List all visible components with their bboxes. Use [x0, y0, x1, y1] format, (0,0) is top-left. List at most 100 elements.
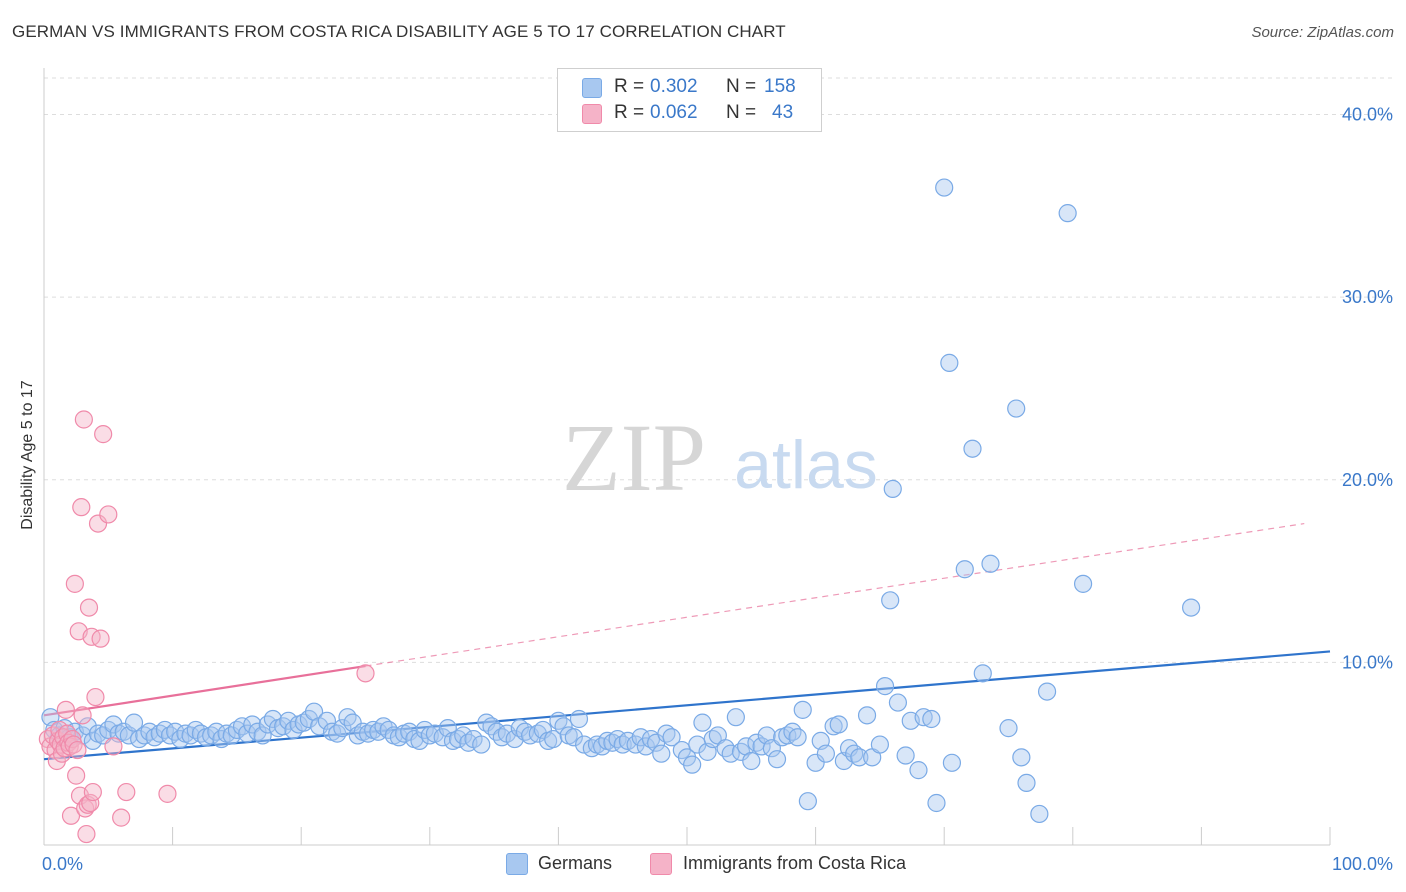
- point-germans: [505, 729, 524, 749]
- point-germans: [410, 731, 429, 751]
- point-germans: [857, 706, 877, 725]
- point-costa-rica: [91, 629, 110, 648]
- point-germans: [379, 720, 398, 740]
- point-germans: [333, 719, 352, 738]
- point-germans: [888, 693, 908, 712]
- point-germans: [981, 554, 1000, 573]
- point-costa-rica: [74, 410, 93, 429]
- legend-n-value: 158: [764, 76, 796, 97]
- point-germans: [909, 761, 928, 780]
- legend-swatch-germans: [582, 78, 602, 98]
- watermark: ZIP atlas: [562, 404, 878, 511]
- point-germans: [716, 739, 735, 758]
- point-germans: [927, 793, 946, 813]
- point-germans: [963, 439, 982, 458]
- point-germans: [124, 713, 144, 732]
- point-germans: [533, 720, 553, 740]
- point-germans: [549, 711, 568, 730]
- point-germans: [999, 719, 1018, 738]
- bottom-legend-swatch: [650, 853, 672, 875]
- point-germans: [99, 720, 118, 740]
- point-costa-rica: [83, 782, 102, 802]
- point-germans: [171, 729, 190, 749]
- point-costa-rica: [88, 514, 108, 533]
- point-germans: [683, 755, 702, 774]
- point-germans: [274, 717, 293, 736]
- point-germans: [839, 739, 859, 758]
- point-germans: [279, 711, 298, 730]
- legend-n-label: N =: [726, 76, 757, 97]
- axes: [43, 68, 1331, 846]
- point-costa-rica: [61, 806, 81, 825]
- point-costa-rica: [65, 574, 84, 593]
- y-tick-label: 30.0%: [1342, 287, 1393, 307]
- point-germans: [829, 715, 848, 734]
- point-germans: [662, 728, 681, 747]
- trend-lines: [43, 522, 1331, 761]
- point-costa-rica: [79, 598, 99, 617]
- point-germans: [564, 728, 583, 747]
- point-germans: [652, 744, 671, 763]
- point-costa-rica: [82, 627, 101, 646]
- point-germans: [212, 729, 231, 749]
- point-germans: [1017, 773, 1036, 793]
- point-germans: [742, 751, 761, 771]
- point-germans: [284, 720, 303, 740]
- point-costa-rica: [99, 505, 118, 524]
- point-germans: [104, 715, 123, 734]
- point-germans: [544, 729, 563, 749]
- point-germans: [731, 742, 751, 761]
- point-costa-rica: [73, 706, 92, 725]
- point-costa-rica: [86, 687, 105, 707]
- point-germans: [258, 715, 277, 734]
- watermark-atlas: atlas: [734, 427, 878, 503]
- point-germans: [338, 708, 357, 727]
- watermark-zip: ZIP: [562, 404, 706, 511]
- y-tick-label: 40.0%: [1342, 105, 1393, 125]
- point-germans: [222, 726, 241, 745]
- point-costa-rica: [81, 793, 100, 813]
- bottom-legend-label: Immigrants from Costa Rica: [683, 853, 907, 873]
- point-costa-rica: [77, 824, 96, 844]
- point-germans: [472, 735, 491, 754]
- point-germans: [955, 560, 974, 579]
- point-germans: [783, 722, 802, 741]
- bottom-legend-swatch: [506, 853, 528, 875]
- point-costa-rica: [68, 740, 87, 760]
- point-costa-rica: [56, 700, 75, 719]
- tick-labels: 10.0% 20.0% 30.0% 40.0% 0.0% 100.0%: [42, 105, 1393, 874]
- legend-swatch-costa-rica: [582, 104, 602, 124]
- point-costa-rica: [356, 664, 375, 683]
- chart-title: GERMAN VS IMMIGRANTS FROM COSTA RICA DIS…: [12, 22, 786, 41]
- point-germans: [798, 792, 817, 811]
- x-tick-label: 100.0%: [1332, 854, 1393, 874]
- trend-line-extension: [365, 522, 1305, 667]
- legend-r-label: R =: [614, 102, 645, 123]
- point-germans: [693, 713, 712, 732]
- point-costa-rica: [72, 498, 91, 517]
- point-germans: [328, 724, 347, 743]
- point-germans: [317, 711, 337, 730]
- trend-line: [43, 650, 1331, 761]
- point-germans: [1012, 748, 1031, 767]
- point-germans: [593, 737, 612, 756]
- point-germans: [935, 178, 954, 197]
- point-germans: [870, 735, 890, 754]
- point-germans: [767, 750, 787, 769]
- point-germans: [1073, 574, 1093, 593]
- point-germans: [806, 753, 825, 772]
- point-germans: [1007, 399, 1026, 418]
- bottom-legend-label: Germans: [538, 853, 613, 873]
- point-germans: [253, 726, 272, 745]
- legend-r-label: R =: [614, 76, 645, 97]
- legend-n-label: N =: [726, 102, 757, 123]
- point-germans: [433, 728, 452, 747]
- source-note: Source: ZipAtlas.com: [1251, 24, 1394, 41]
- point-costa-rica: [104, 737, 123, 756]
- legend-r-value: 0.302: [650, 76, 698, 97]
- x-tick-label: 0.0%: [42, 854, 83, 874]
- point-germans: [973, 664, 992, 683]
- point-costa-rica: [112, 808, 131, 827]
- point-germans: [415, 720, 434, 740]
